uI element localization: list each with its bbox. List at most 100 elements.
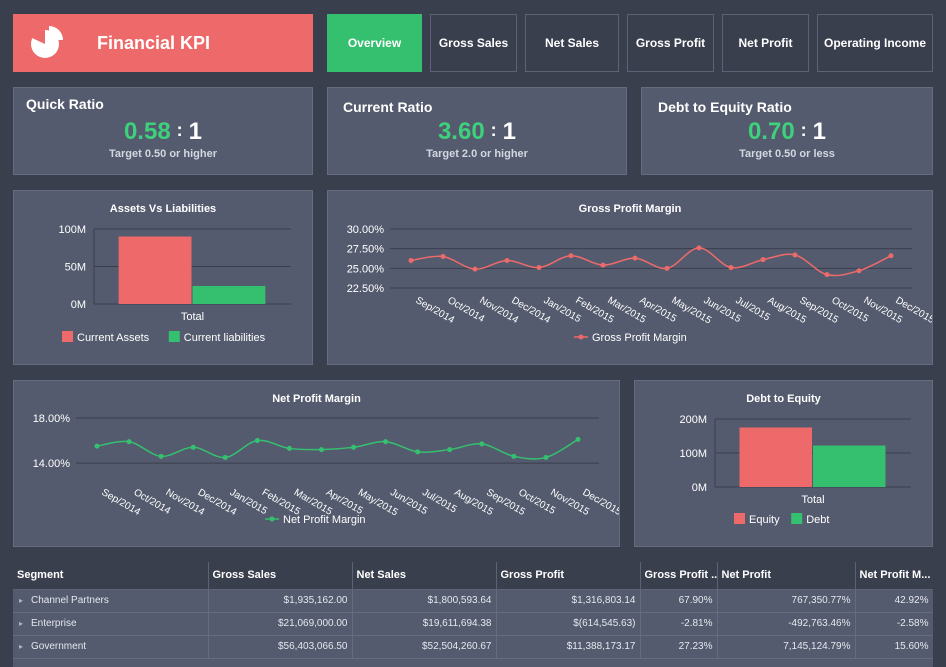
column-header-gross-profit-margin[interactable]: Gross Profit ...: [640, 562, 718, 590]
segment-cell: ▸ Government: [13, 635, 209, 659]
table-cell: -2.81%: [640, 612, 718, 636]
data-point: [158, 453, 164, 459]
data-point: [286, 445, 292, 451]
kpi-card-current-ratio: Current Ratio 3.60:1 Target 2.0 or highe…: [327, 87, 627, 175]
x-tick-label: Total: [181, 311, 204, 323]
table-cell: 15.60%: [855, 635, 933, 659]
table-cell: 27.23%: [640, 635, 718, 659]
data-point: [575, 436, 581, 442]
debt-to-equity-panel: Debt to Equity 200M 100M 0M Total Equity Debt: [634, 380, 933, 547]
table-cell: -2.58%: [855, 612, 933, 636]
data-point: [440, 254, 446, 260]
debt-to-equity-chart: 200M 100M 0M Total Equity Debt: [679, 414, 911, 526]
kpi-denominator: 1: [188, 118, 203, 145]
data-point: [824, 272, 830, 278]
table-row[interactable]: ▸ Government $56,403,066.50 $52,504,260.6…: [13, 635, 933, 659]
data-point: [664, 265, 670, 271]
table-cell: $1,800,593.64: [352, 589, 497, 613]
table-header-row: Segment Gross Sales Net Sales Gross Prof…: [13, 562, 933, 590]
data-point: [318, 447, 324, 453]
data-point: [856, 268, 862, 274]
kpi-separator: :: [176, 120, 183, 140]
legend-swatch: [62, 331, 73, 342]
tab-operating-income[interactable]: Operating Income: [817, 14, 933, 72]
legend-swatch: [734, 513, 745, 524]
kpi-value: 3.60:1: [328, 118, 626, 146]
chart-title: Net Profit Margin: [272, 393, 361, 405]
data-point: [543, 454, 549, 460]
data-point: [511, 453, 517, 459]
data-point: [696, 245, 702, 251]
legend-label: Net Profit Margin: [283, 514, 366, 526]
column-header-net-profit-margin[interactable]: Net Profit M...: [855, 562, 933, 590]
legend-marker: [269, 516, 275, 522]
data-point: [126, 439, 132, 445]
table-cell: $19,611,694.38: [352, 612, 497, 636]
y-tick-label: 22.50%: [347, 283, 385, 295]
kpi-number: 3.60: [437, 118, 485, 145]
tab-overview[interactable]: Overview: [327, 14, 422, 72]
table-cell: $(614,545.63): [496, 612, 641, 636]
table-cell: $21,069,000.00: [208, 612, 353, 636]
data-point: [472, 266, 478, 272]
legend-label: Current Assets: [77, 332, 150, 344]
table-row[interactable]: ▸ Enterprise $21,069,000.00 $19,611,694.3…: [13, 612, 933, 636]
column-header-net-sales[interactable]: Net Sales: [352, 562, 497, 590]
column-header-segment[interactable]: Segment: [13, 562, 209, 590]
segment-cell: ▸ Enterprise: [13, 612, 209, 636]
data-point: [728, 265, 734, 271]
expand-arrow-icon[interactable]: ▸: [19, 596, 24, 605]
tab-net-profit[interactable]: Net Profit: [722, 14, 809, 72]
expand-arrow-icon[interactable]: ▸: [19, 642, 24, 651]
table-row[interactable]: ▸ Channel Partners $1,935,162.00 $1,800,5…: [13, 589, 933, 613]
table-cell: $56,403,066.50: [208, 635, 353, 659]
data-point: [504, 257, 510, 263]
y-tick-label: 100M: [679, 448, 707, 460]
data-point: [632, 255, 638, 261]
bar: [192, 286, 266, 304]
legend-label: Gross Profit Margin: [592, 332, 687, 344]
table-cell: $52,504,260.67: [352, 635, 497, 659]
data-point: [254, 438, 260, 444]
kpi-denominator: 1: [812, 118, 827, 145]
tab-gross-profit[interactable]: Gross Profit: [627, 14, 714, 72]
y-tick-label: 200M: [679, 414, 707, 426]
legend-label: Current liabilities: [184, 332, 266, 344]
column-header-gross-sales[interactable]: Gross Sales: [208, 562, 353, 590]
y-tick-label: 14.00%: [33, 458, 71, 470]
gross-profit-margin-panel: Gross Profit Margin 30.00% 27.50% 25.00% 22…: [327, 190, 933, 365]
tab-net-sales[interactable]: Net Sales: [525, 14, 619, 72]
kpi-card-quick-ratio: Quick Ratio 0.58:1 Target 0.50 or higher: [13, 87, 313, 175]
legend-swatch: [791, 513, 803, 524]
kpi-target: Target 2.0 or higher: [426, 148, 528, 160]
segment-cell: ▸ Channel Partners: [13, 589, 209, 613]
series-line: [96, 438, 579, 460]
kpi-target: Target 0.50 or higher: [109, 148, 217, 160]
expand-arrow-icon[interactable]: ▸: [19, 619, 24, 628]
table-cell: 67.90%: [640, 589, 718, 613]
series-line: [410, 247, 892, 277]
kpi-separator: :: [490, 120, 497, 140]
x-tick-label: Total: [801, 494, 824, 506]
column-header-gross-profit[interactable]: Gross Profit: [496, 562, 641, 590]
column-header-net-profit[interactable]: Net Profit: [717, 562, 856, 590]
kpi-title: Debt to Equity Ratio: [658, 99, 792, 115]
kpi-number: 0.58: [123, 118, 171, 145]
y-tick-label: 18.00%: [33, 413, 71, 425]
net-profit-margin-panel: Net Profit Margin 18.00% 14.00% Sep/2014 Oc…: [13, 380, 620, 547]
data-point: [94, 443, 100, 449]
data-point: [792, 252, 798, 258]
gross-profit-margin-chart: 30.00%27.50%25.00%22.50%Sep/2014Oct/2014…: [347, 224, 932, 344]
table-cell: 767,350.77%: [717, 589, 856, 613]
y-tick-label: 0M: [71, 299, 86, 311]
segment-name: Enterprise: [31, 618, 77, 629]
y-tick-label: 50M: [65, 262, 86, 274]
table-cell: $1,316,803.14: [496, 589, 641, 613]
kpi-value: 0.70:1: [642, 118, 932, 146]
y-tick-label: 0M: [692, 482, 707, 494]
legend-label: Debt: [806, 514, 829, 526]
kpi-number: 0.70: [747, 118, 795, 145]
net-profit-margin-chart: 18.00%14.00%Sep/2014Oct/2014Nov/2014Dec/…: [33, 413, 619, 526]
chart-title: Debt to Equity: [746, 393, 821, 405]
tab-gross-sales[interactable]: Gross Sales: [430, 14, 517, 72]
